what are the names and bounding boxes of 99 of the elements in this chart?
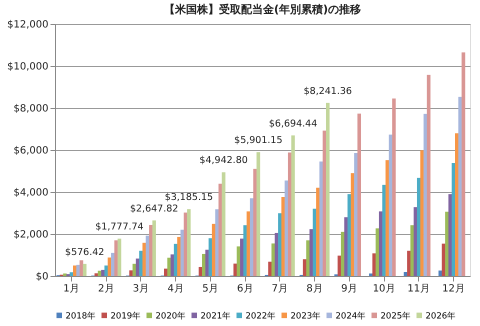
bar (278, 213, 282, 276)
legend-label: 2021年 (200, 310, 232, 322)
bar (236, 246, 240, 276)
bar (392, 98, 396, 276)
bar (94, 273, 98, 276)
bar (424, 114, 428, 276)
bar (376, 228, 380, 276)
bar (452, 163, 456, 276)
data-label: $5,901.15 (234, 135, 283, 146)
bar (438, 270, 442, 276)
bar (369, 273, 373, 276)
y-tick-label: $6,000 (14, 146, 48, 156)
y-tick-label: $10,000 (7, 62, 48, 72)
y-tick-label: $8,000 (14, 104, 48, 114)
legend-label: 2026年 (426, 310, 456, 322)
x-tick-label: 7月 (272, 284, 288, 294)
bar (407, 250, 411, 276)
data-label: $3,185.15 (164, 192, 214, 204)
bar (187, 209, 191, 276)
bar (414, 207, 418, 276)
bar (149, 224, 153, 276)
y-tick-label: $0 (36, 272, 48, 282)
x-tick-label: 8月 (306, 284, 323, 294)
data-label: $2,647.82 (130, 203, 178, 214)
bar (218, 184, 222, 276)
bar (198, 266, 202, 276)
bar (416, 178, 421, 276)
data-label: $8,241.36 (304, 86, 352, 97)
x-tick-label: 3月 (132, 284, 150, 294)
bar (268, 262, 272, 276)
y-tick-label: $12,000 (7, 20, 48, 30)
bar (386, 160, 390, 276)
bar (82, 264, 86, 276)
x-tick-label: 2月 (98, 284, 114, 294)
bar (170, 254, 174, 276)
x-tick-label: 11月 (407, 284, 430, 294)
x-tick-label: 4月 (167, 284, 184, 294)
bar (445, 212, 449, 276)
data-label: $1,777.74 (95, 222, 144, 233)
bar (306, 240, 310, 276)
bar (63, 273, 67, 276)
bar (288, 152, 292, 276)
bar (111, 252, 115, 276)
chart-title: 【米国株】受取配当金(年別累積)の推移 (164, 3, 362, 16)
bar (455, 133, 459, 276)
bar (208, 238, 212, 276)
bar (322, 130, 326, 276)
legend-label: 2024年 (336, 310, 366, 322)
bar (139, 250, 143, 276)
bar (108, 258, 112, 276)
bar (253, 168, 257, 276)
bar (338, 256, 342, 276)
data-label: $4,942.80 (199, 155, 248, 166)
legend-label: 2020年 (156, 310, 186, 322)
bar (246, 211, 250, 276)
bar (118, 238, 122, 276)
bar (202, 254, 206, 276)
bar (357, 114, 362, 276)
bar (240, 238, 244, 276)
bar (462, 52, 466, 276)
bar (177, 236, 181, 276)
legend-label: 2019年 (110, 310, 142, 322)
y-tick-label: $2,000 (14, 230, 48, 240)
bar (132, 264, 136, 276)
x-tick-label: 12月 (442, 284, 465, 294)
x-tick-label: 5月 (202, 284, 219, 294)
bar (256, 152, 260, 276)
bar (80, 260, 84, 276)
data-label: $576.42 (65, 246, 104, 258)
bar (72, 266, 77, 276)
bar (222, 172, 226, 276)
bar (152, 220, 156, 276)
y-tick-label: $4,000 (14, 188, 48, 198)
x-tick-label: 6月 (236, 284, 254, 294)
bar (215, 209, 219, 276)
data-label: $6,694.44 (268, 118, 318, 130)
bar (146, 236, 150, 276)
bar (348, 194, 352, 276)
legend-label: 2023年 (290, 310, 322, 322)
x-tick-label: 9月 (341, 284, 358, 294)
bar (291, 135, 295, 276)
bar (344, 217, 348, 276)
bar (101, 270, 105, 276)
legend-label: 2022年 (246, 310, 276, 322)
bar (164, 268, 168, 276)
legend-label: 2025年 (380, 310, 412, 322)
bar (316, 188, 320, 276)
bar (354, 152, 358, 276)
bar (326, 102, 330, 276)
legend-label: 2018年 (66, 310, 96, 322)
bar (284, 180, 288, 276)
bar (70, 272, 74, 276)
x-tick-label: 10月 (372, 284, 396, 294)
x-tick-label: 1月 (63, 284, 80, 294)
bar (271, 243, 276, 276)
bar (309, 229, 314, 276)
bar (382, 184, 386, 276)
bar (180, 230, 184, 276)
bar (426, 74, 430, 276)
